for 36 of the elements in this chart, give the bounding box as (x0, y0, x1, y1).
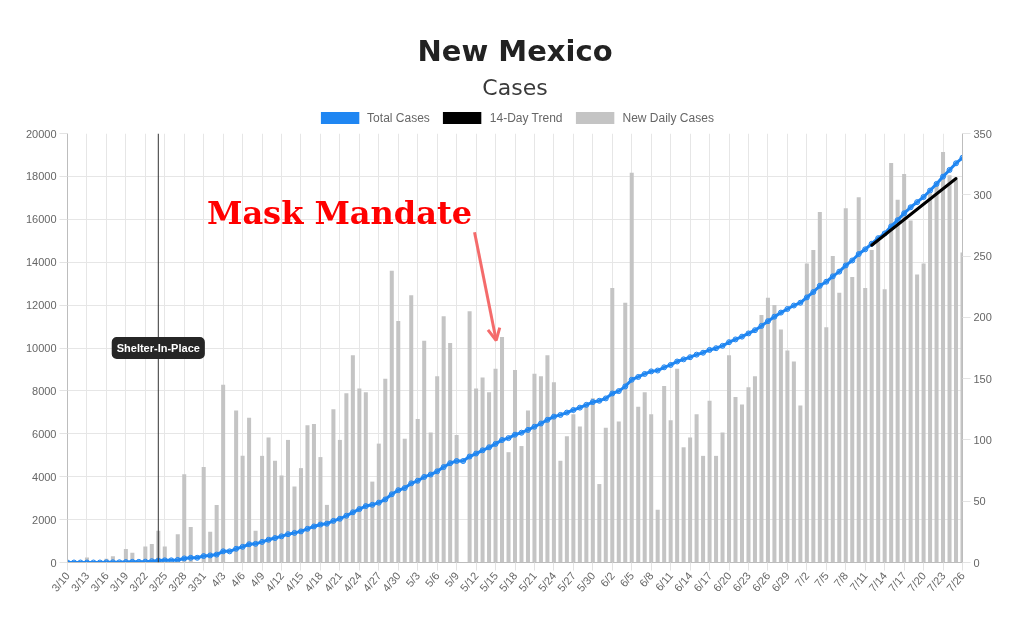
x-tick-label: 4/6 (228, 569, 248, 590)
y-tick-label: 2000 (32, 513, 57, 526)
x-tick-label: 7/2 (792, 569, 812, 590)
x-tick-label: 4/9 (247, 569, 267, 590)
y-tick-label: 10000 (25, 342, 57, 354)
y-tick-label: 8000 (32, 384, 57, 397)
y2-tick-label: 300 (973, 188, 992, 201)
y2-tick-label: 200 (973, 311, 992, 324)
x-tick-label: 7/5 (811, 569, 831, 590)
y-tick-label: 16000 (25, 213, 57, 226)
x-tick-label: 6/2 (597, 569, 617, 590)
ref-line-label: Shelter-In-Place (116, 342, 200, 354)
x-tick-label: 6/5 (617, 569, 637, 590)
y2-tick-label: 0 (973, 556, 980, 569)
y-tick-label: 18000 (25, 170, 57, 183)
y2-tick-label: 350 (973, 127, 992, 140)
y-tick-label: 6000 (32, 427, 57, 440)
chart-title: New Mexico (417, 34, 613, 68)
y-tick-label: 12000 (25, 299, 57, 312)
y2-tick-label: 150 (973, 372, 992, 385)
x-tick-label: 5/3 (403, 569, 423, 590)
y-tick-label: 20000 (25, 127, 57, 140)
y2-tick-label: 100 (973, 433, 992, 446)
x-tick-label: 5/6 (422, 569, 442, 590)
chart-subtitle: Cases (482, 75, 548, 100)
legend-label: Total Cases (367, 110, 430, 125)
x-tick-label: 4/21 (321, 569, 345, 594)
legend-label: New Daily Cases (622, 110, 714, 125)
legend-label: 14-Day Trend (489, 110, 563, 125)
annotation: Mask Mandate (206, 194, 473, 233)
x-tick-label: 4/3 (208, 569, 228, 590)
y2-tick-label: 250 (973, 250, 992, 263)
y-tick-label: 14000 (25, 256, 57, 269)
y2-tick-label: 50 (973, 495, 986, 508)
y-tick-label: 0 (50, 556, 57, 569)
y-tick-label: 4000 (32, 470, 57, 483)
